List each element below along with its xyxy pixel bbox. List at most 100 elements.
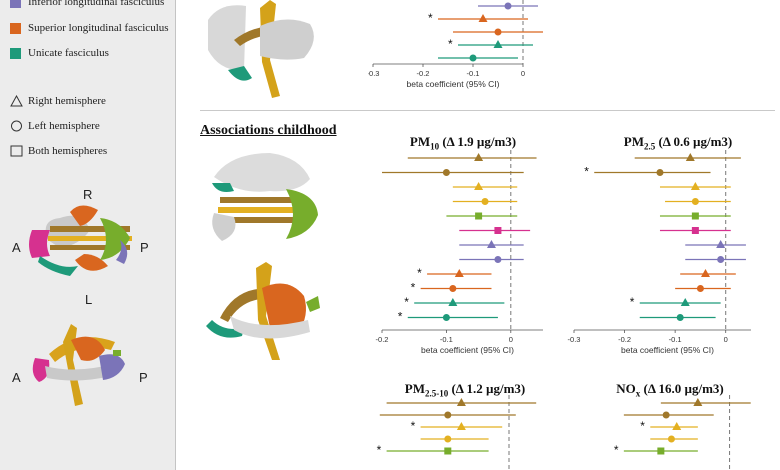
estimate-circle: [444, 411, 452, 419]
estimate-triangle: [474, 153, 484, 161]
ilf-swatch: [10, 0, 21, 8]
orientation-l: L: [85, 292, 93, 307]
estimate-square: [494, 227, 502, 234]
legend-label: Left hemisphere: [28, 120, 100, 132]
significance-star: *: [398, 310, 403, 324]
plot-title-pm10: PM10 (Δ 1.9 µg/m3): [409, 134, 517, 152]
significance-star: *: [630, 295, 635, 309]
significance-star: *: [404, 295, 409, 309]
estimate-circle: [444, 435, 452, 443]
estimate-triangle: [448, 298, 458, 306]
estimate-circle: [481, 198, 489, 205]
brain-panel-childhood-1: [212, 153, 318, 241]
brain-side-view: [32, 324, 125, 406]
legend-item-uf: Unicate fasciculus: [10, 47, 109, 59]
estimate-triangle: [693, 398, 703, 406]
legend-item-ilf: Inferior longitudinal fasciculus: [10, 0, 164, 8]
significance-star: *: [428, 11, 433, 25]
estimate-circle: [469, 54, 477, 62]
x-tick-label: -0.3: [568, 335, 581, 344]
significance-star: *: [584, 165, 589, 179]
significance-star: *: [448, 37, 453, 51]
plot-title-pm2510: PM2.5-10 (Δ 1.2 µg/m3): [404, 381, 526, 399]
legend-label: Unicate fasciculus: [28, 47, 109, 59]
estimate-square: [691, 212, 699, 220]
brain-panel-adolescence: [208, 0, 314, 98]
significance-star: *: [411, 281, 416, 295]
orientation-r: R: [83, 187, 93, 202]
estimate-circle: [442, 169, 450, 176]
estimate-circle: [676, 314, 684, 321]
legend-label: Inferior longitudinal fasciculus: [28, 0, 165, 8]
estimate-square: [691, 227, 699, 234]
brain-top-view: [29, 205, 132, 276]
estimate-triangle: [454, 269, 464, 277]
significance-star: *: [614, 443, 619, 457]
orientation-a2: A: [12, 370, 21, 385]
forest-plot-nox: **: [614, 395, 751, 470]
x-tick-label: 0: [509, 335, 513, 344]
forest-plot-top: * * -0.3 -0.2 -0.1 0 beta coefficient (95% CI): [368, 0, 543, 89]
estimate-circle: [494, 256, 502, 263]
legend-item-slf: Superior longitudinal fasciculus: [10, 22, 169, 34]
x-axis-label: beta coefficient (95% CI): [621, 345, 714, 355]
legend-sidebar: Inferior longitudinal fasciculus Superio…: [0, 0, 176, 470]
estimate-triangle: [478, 14, 488, 22]
section-title: Associations childhood: [200, 123, 337, 138]
circle-icon: [11, 120, 22, 132]
x-tick-label: -0.1: [467, 69, 480, 78]
estimate-triangle: [685, 153, 695, 161]
estimate-square: [444, 447, 452, 455]
x-tick-label: -0.3: [368, 69, 379, 78]
x-tick-label: 0: [521, 69, 525, 78]
estimate-circle: [662, 411, 670, 419]
uf-swatch: [10, 47, 21, 59]
x-tick-label: -0.2: [618, 335, 631, 344]
legend-both-hemispheres: Both hemispheres: [10, 145, 107, 157]
legend-left-hemisphere: Left hemisphere: [10, 120, 100, 132]
estimate-circle: [717, 256, 725, 263]
estimate-triangle: [493, 40, 503, 48]
section-divider: [200, 110, 775, 111]
significance-star: *: [411, 419, 416, 433]
x-tick-label: 0: [724, 335, 728, 344]
x-axis-label: beta coefficient (95% CI): [407, 79, 500, 89]
x-tick-label: -0.1: [669, 335, 682, 344]
estimate-triangle: [680, 298, 690, 306]
legend-label: Superior longitudinal fasciculus: [28, 22, 169, 34]
orientation-p2: P: [139, 370, 148, 385]
legend-right-hemisphere: Right hemisphere: [10, 95, 106, 107]
significance-star: *: [417, 266, 422, 280]
estimate-circle: [656, 169, 664, 176]
forest-plot-pm25: * * -0.3 -0.2 -0.1 0 beta coefficient (95% CI): [568, 150, 751, 355]
x-tick-label: -0.1: [440, 335, 453, 344]
x-axis-label: beta coefficient (95% CI): [421, 345, 514, 355]
significance-star: *: [640, 419, 645, 433]
estimate-square: [475, 212, 483, 220]
brain-panel-childhood-2: [206, 262, 320, 360]
legend-label: Right hemisphere: [28, 95, 106, 107]
triangle-icon: [10, 95, 23, 107]
plot-title-nox: NOx (Δ 16.0 µg/m3): [616, 381, 724, 399]
estimate-triangle: [700, 269, 710, 277]
x-tick-label: -0.2: [376, 335, 389, 344]
estimate-square: [657, 447, 665, 455]
estimate-triangle: [486, 240, 496, 248]
estimate-triangle: [716, 240, 726, 248]
estimate-triangle: [690, 182, 700, 190]
estimate-circle: [449, 285, 457, 292]
x-tick-label: -0.2: [417, 69, 430, 78]
estimate-triangle: [456, 398, 466, 406]
estimate-circle: [442, 314, 450, 321]
orientation-a: A: [12, 240, 21, 255]
square-icon: [10, 145, 23, 157]
estimate-triangle: [474, 182, 484, 190]
orientation-p: P: [140, 240, 149, 255]
slf-swatch: [10, 22, 21, 34]
estimate-circle: [696, 285, 704, 292]
significance-star: *: [377, 443, 382, 457]
plot-title-pm25: PM2.5 (Δ 0.6 µg/m3): [623, 134, 733, 152]
forest-plot-pm2510: **: [377, 395, 537, 470]
estimate-circle: [494, 28, 502, 36]
